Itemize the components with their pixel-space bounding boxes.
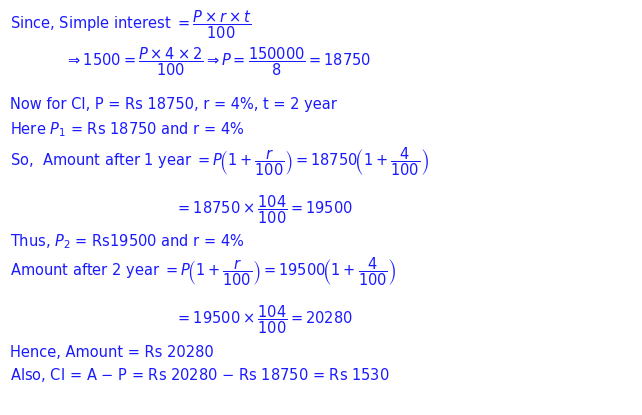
Text: Now for CI, P = Rs 18750, r = 4%, t = 2 year: Now for CI, P = Rs 18750, r = 4%, t = 2 … — [10, 97, 337, 112]
Text: Thus, $P_2$ = Rs19500 and r = 4%: Thus, $P_2$ = Rs19500 and r = 4% — [10, 232, 245, 251]
Text: Also, CI = A $-$ P = Rs 20280 $-$ Rs 18750 = Rs 1530: Also, CI = A $-$ P = Rs 20280 $-$ Rs 187… — [10, 366, 390, 384]
Text: Here $P_1$ = Rs 18750 and r = 4%: Here $P_1$ = Rs 18750 and r = 4% — [10, 120, 245, 139]
Text: Amount after 2 year $= P\!\left(1 + \dfrac{r}{100}\right) = 19500\!\left(1 + \df: Amount after 2 year $= P\!\left(1 + \dfr… — [10, 255, 397, 288]
Text: $= 18750 \times \dfrac{104}{100} = 19500$: $= 18750 \times \dfrac{104}{100} = 19500… — [175, 193, 352, 226]
Text: So,  Amount after 1 year $= P\!\left(1 + \dfrac{r}{100}\right) = 18750\!\left(1 : So, Amount after 1 year $= P\!\left(1 + … — [10, 145, 429, 178]
Text: $\Rightarrow 1500 = \dfrac{P \times 4 \times 2}{100} \Rightarrow P = \dfrac{1500: $\Rightarrow 1500 = \dfrac{P \times 4 \t… — [65, 45, 371, 78]
Text: Since, Simple interest $= \dfrac{P \times r \times t}{100}$: Since, Simple interest $= \dfrac{P \time… — [10, 8, 252, 41]
Text: $= 19500 \times \dfrac{104}{100} = 20280$: $= 19500 \times \dfrac{104}{100} = 20280… — [175, 303, 352, 336]
Text: Hence, Amount = Rs 20280: Hence, Amount = Rs 20280 — [10, 345, 214, 360]
